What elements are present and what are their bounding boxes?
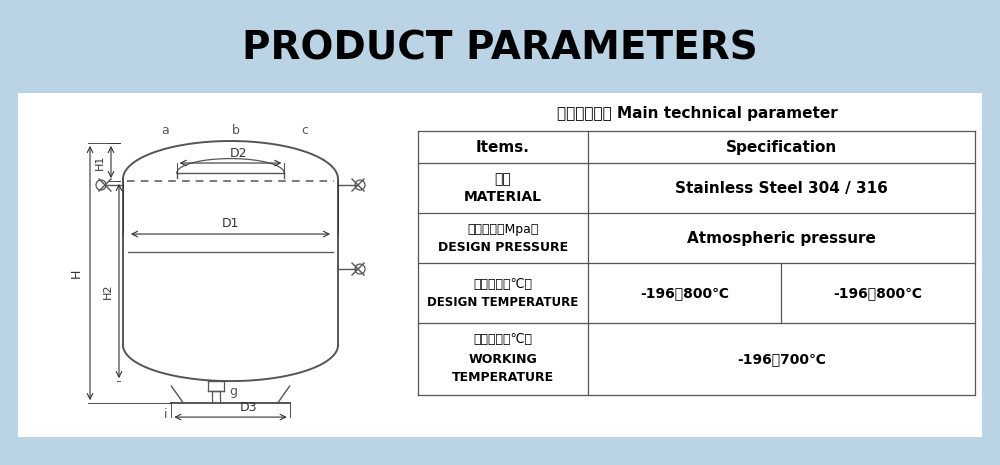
Text: PRODUCT PARAMETERS: PRODUCT PARAMETERS [242,30,758,68]
Text: i: i [164,408,167,421]
Text: Specification: Specification [726,140,837,154]
Text: Atmospheric pressure: Atmospheric pressure [687,231,876,246]
Text: Stainless Steel 304 / 316: Stainless Steel 304 / 316 [675,180,888,195]
Text: DESIGN TEMPERATURE: DESIGN TEMPERATURE [427,296,579,309]
FancyBboxPatch shape [200,19,800,79]
Text: H: H [70,268,83,278]
Text: D1: D1 [222,217,239,230]
Text: 工作温度（℃）: 工作温度（℃） [474,332,532,345]
Text: -196～800℃: -196～800℃ [834,286,922,300]
Text: g: g [230,385,238,398]
Text: 设计温度（℃）: 设计温度（℃） [474,278,532,291]
Text: 材质: 材质 [495,172,511,186]
Text: -196～700℃: -196～700℃ [737,352,826,366]
Text: MATERIAL: MATERIAL [464,190,542,204]
Text: D3: D3 [240,401,257,414]
Text: H1: H1 [95,154,105,170]
Text: WORKING: WORKING [469,352,537,365]
Text: 主要技术参数 Main technical parameter: 主要技术参数 Main technical parameter [557,106,837,120]
FancyBboxPatch shape [18,93,982,437]
Text: H2: H2 [103,283,113,299]
Text: D2: D2 [230,147,247,160]
Text: Items.: Items. [476,140,530,154]
Text: 设计压力（Mpa）: 设计压力（Mpa） [467,223,539,236]
Text: a: a [161,124,169,137]
Text: b: b [232,124,239,137]
Text: -196～800℃: -196～800℃ [640,286,729,300]
Text: c: c [301,124,308,137]
Text: DESIGN PRESSURE: DESIGN PRESSURE [438,240,568,253]
Text: TEMPERATURE: TEMPERATURE [452,371,554,384]
